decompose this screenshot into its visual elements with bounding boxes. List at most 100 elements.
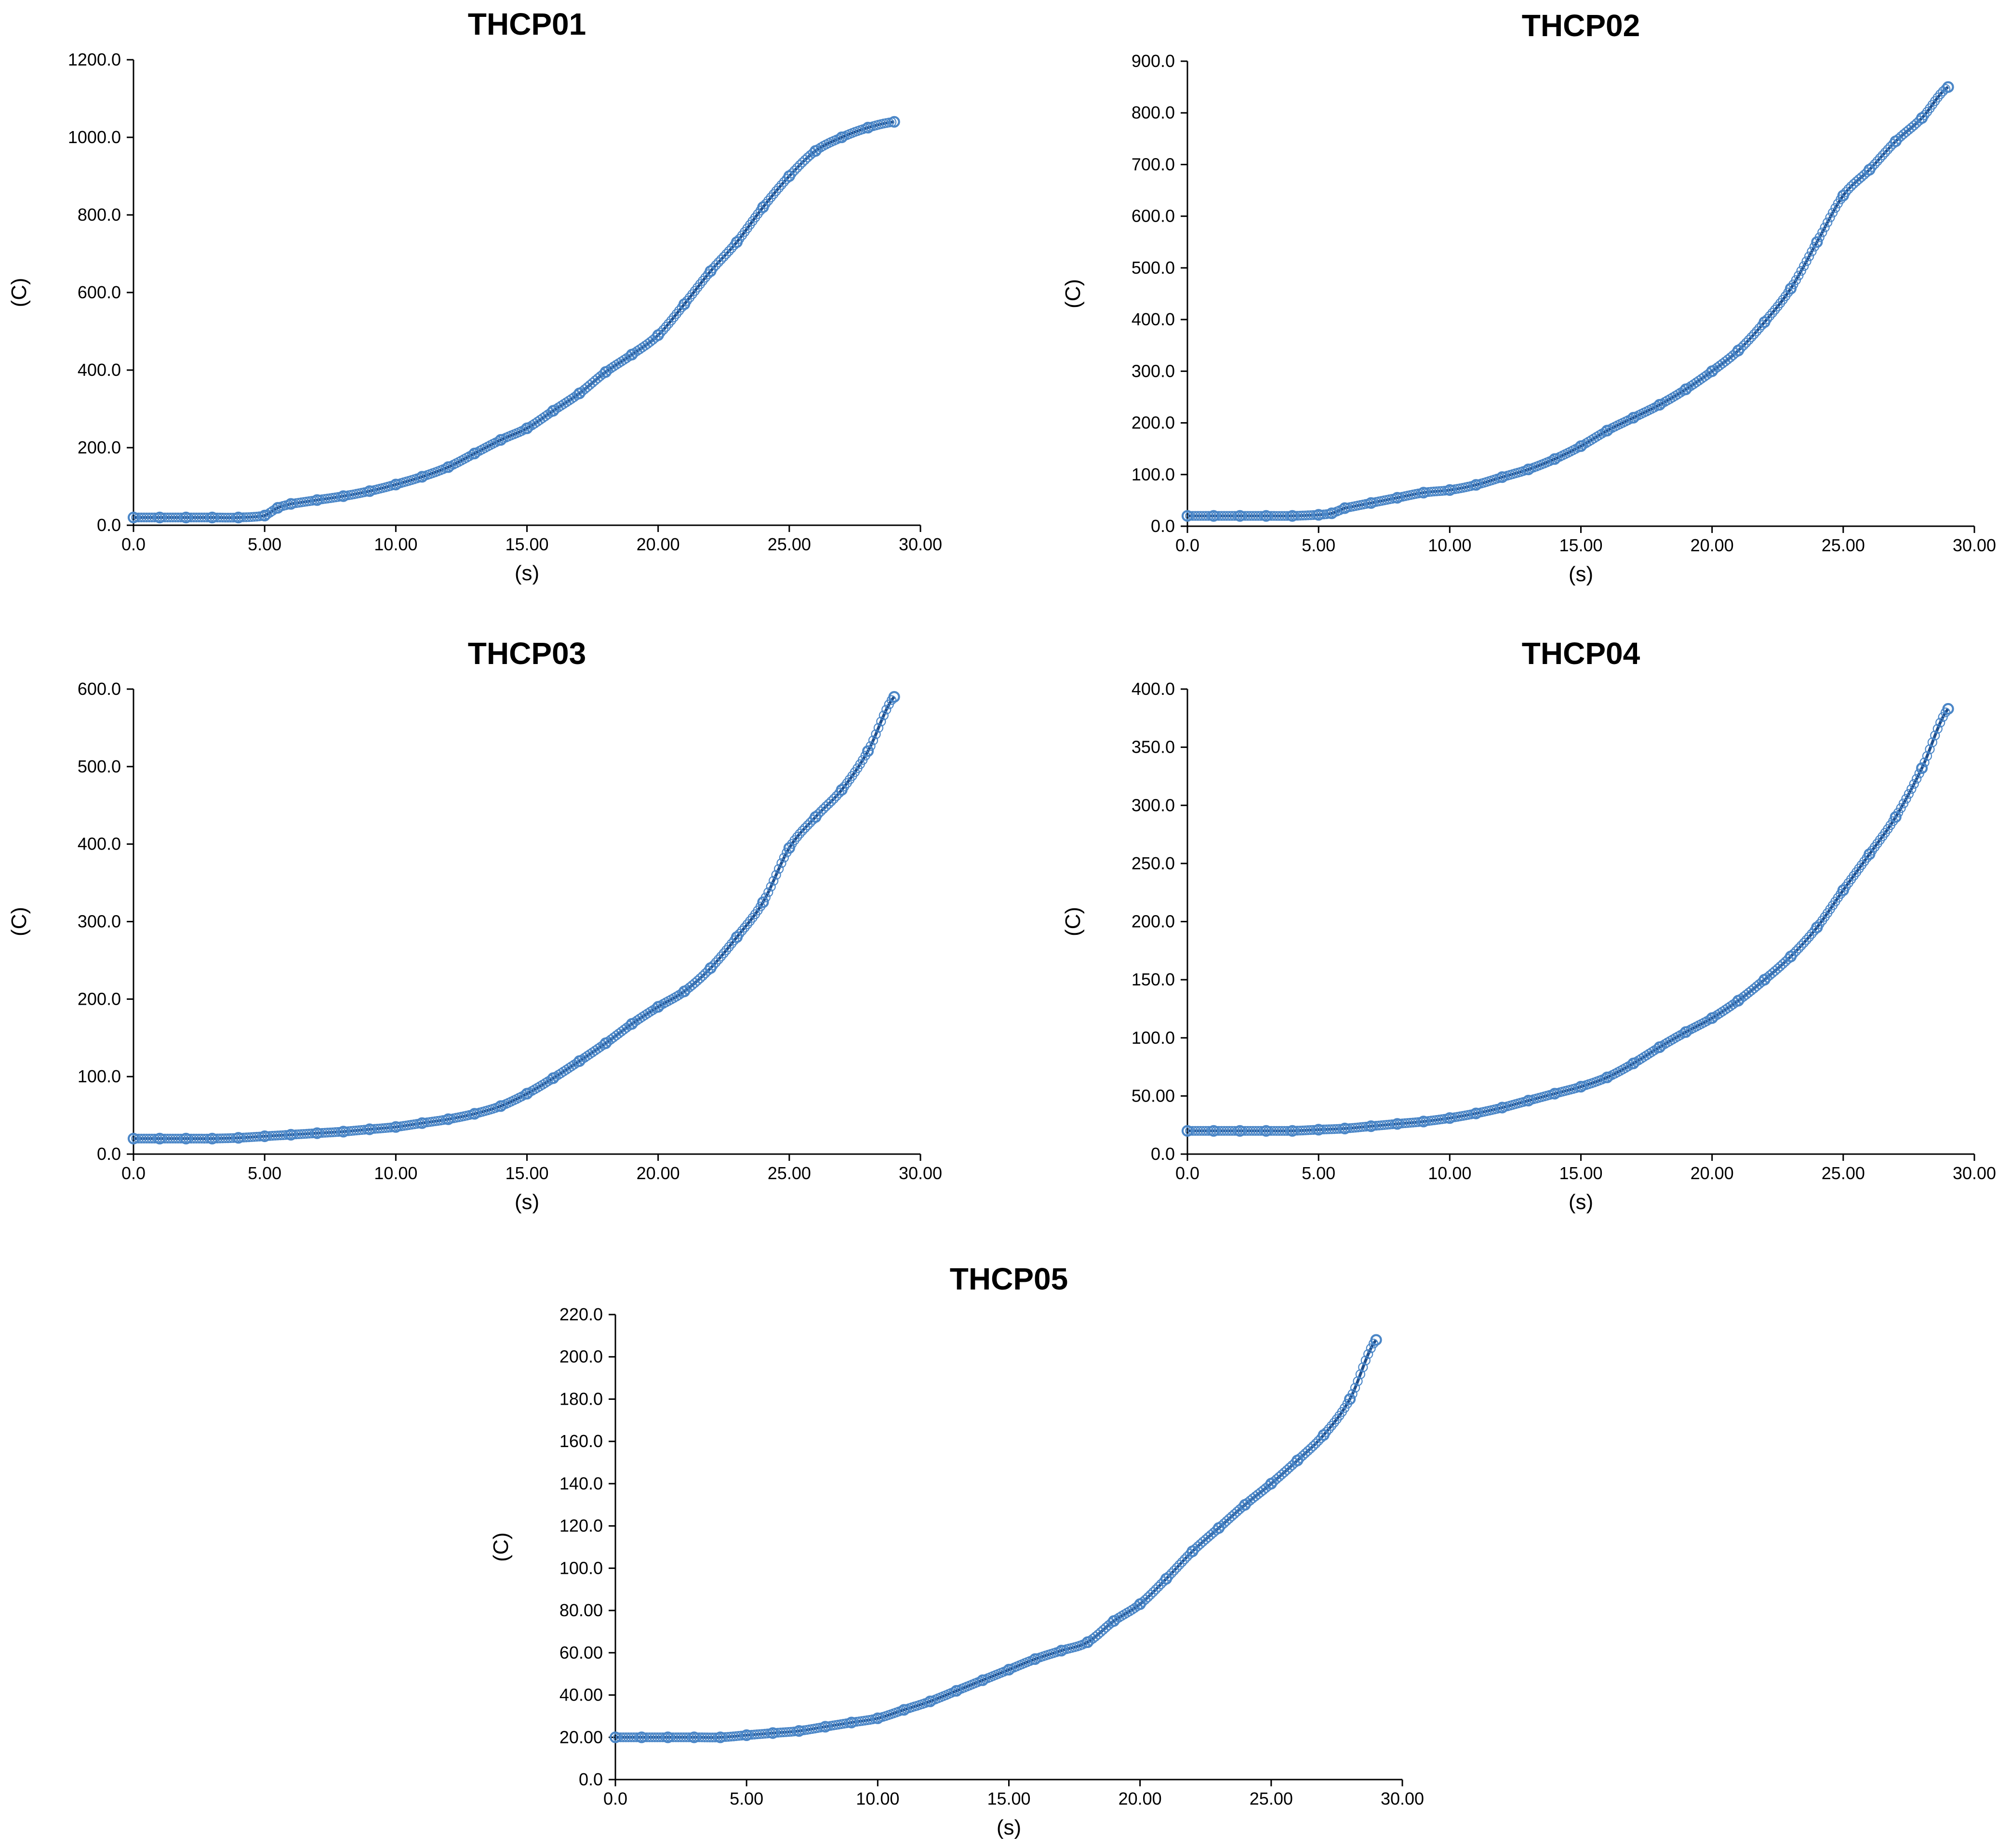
y-tick-label: 200.0 <box>1132 912 1175 931</box>
y-tick-label: 900.0 <box>1132 51 1175 71</box>
data-point <box>320 1128 330 1138</box>
data-point <box>173 512 183 523</box>
data-point <box>671 1732 681 1742</box>
data-point <box>819 1721 831 1733</box>
data-point <box>139 1133 149 1143</box>
data-point <box>872 1712 884 1724</box>
data-point <box>1864 848 1876 860</box>
data-point <box>272 502 284 514</box>
data-point <box>976 1674 989 1686</box>
data-point <box>1209 511 1219 521</box>
y-tick-label: 100.0 <box>78 1066 121 1086</box>
data-point <box>1196 1126 1206 1136</box>
y-tick-label: 500.0 <box>1132 258 1175 278</box>
x-tick-label: 25.00 <box>1250 1789 1293 1808</box>
data-point <box>1872 156 1882 166</box>
data-point <box>168 512 178 523</box>
data-point <box>267 1130 278 1141</box>
x-tick-label: 15.00 <box>505 534 548 554</box>
data-point <box>1785 950 1797 963</box>
data-point <box>1896 803 1906 813</box>
data-point <box>239 1132 249 1143</box>
series-markers <box>1181 703 1954 1137</box>
data-point <box>599 1037 612 1050</box>
data-point <box>651 1003 661 1013</box>
data-point <box>213 1133 223 1143</box>
data-point <box>1234 1125 1246 1137</box>
data-point <box>713 954 724 965</box>
data-point <box>1794 944 1804 954</box>
data-point <box>618 1732 628 1742</box>
data-point <box>325 1128 335 1138</box>
data-point <box>1683 383 1693 393</box>
data-point <box>233 512 243 523</box>
data-point <box>142 1133 152 1143</box>
data-point <box>312 1128 322 1138</box>
data-point <box>1370 1334 1382 1346</box>
data-point <box>547 1072 559 1084</box>
x-tick-label: 5.00 <box>1302 1163 1335 1183</box>
chart-panel-1: THCP01 0.0 5.00 10.00 15.00 20.00 25.00 30.00 0.… <box>7 7 942 585</box>
y-tick-label: 0.0 <box>1151 1144 1175 1164</box>
x-tick-label: 10.00 <box>856 1789 899 1808</box>
data-point <box>278 1130 288 1140</box>
data-point <box>1470 1107 1482 1119</box>
data-point <box>1376 1120 1386 1130</box>
y-tick-label: 600.0 <box>1132 206 1175 226</box>
data-point <box>731 931 743 943</box>
y-tick-label: 0.0 <box>1151 516 1175 536</box>
data-point <box>631 1732 641 1742</box>
data-point <box>731 236 743 248</box>
data-point <box>244 512 254 522</box>
data-point <box>1837 884 1849 896</box>
data-point <box>232 511 244 524</box>
data-point <box>1196 511 1206 521</box>
data-point <box>1391 1118 1403 1130</box>
data-point <box>582 1051 592 1061</box>
data-point <box>551 1071 561 1082</box>
data-point <box>1796 266 1806 276</box>
data-point <box>1082 1637 1092 1647</box>
data-point <box>273 1130 283 1141</box>
data-point <box>533 416 543 427</box>
y-tick-label: 100.0 <box>559 1558 603 1578</box>
data-point <box>886 695 897 705</box>
data-point <box>1225 1126 1235 1136</box>
data-point <box>191 1133 201 1143</box>
data-point <box>180 511 192 524</box>
data-point <box>924 1695 936 1707</box>
data-point <box>175 512 186 523</box>
data-point <box>241 512 252 522</box>
data-point <box>733 1731 744 1741</box>
data-point <box>1350 1383 1360 1393</box>
data-point <box>1235 1126 1245 1136</box>
data-point <box>1799 938 1809 948</box>
data-point <box>559 399 569 409</box>
data-point <box>771 186 781 196</box>
data-point <box>693 282 703 292</box>
data-point <box>590 1046 600 1056</box>
data-point <box>259 1130 271 1143</box>
data-point <box>767 1727 779 1739</box>
data-point <box>154 1132 166 1144</box>
y-tick-label: 20.00 <box>559 1727 603 1747</box>
data-point <box>763 887 773 897</box>
data-point <box>1408 1117 1418 1128</box>
data-point <box>220 1133 230 1143</box>
data-point <box>1432 486 1442 496</box>
data-point <box>1190 1126 1200 1136</box>
data-point <box>1930 731 1940 741</box>
data-point <box>635 1013 645 1024</box>
data-point <box>1429 486 1439 497</box>
data-point <box>868 735 879 745</box>
data-point <box>637 1012 648 1022</box>
data-point <box>291 1130 301 1140</box>
y-tick-label: 0.0 <box>97 515 121 535</box>
data-point <box>716 951 726 961</box>
data-point <box>1720 1005 1730 1015</box>
data-point <box>837 784 847 795</box>
data-point <box>304 1129 314 1139</box>
series-line <box>133 696 895 1141</box>
data-point <box>1828 208 1838 218</box>
data-point <box>705 962 717 974</box>
